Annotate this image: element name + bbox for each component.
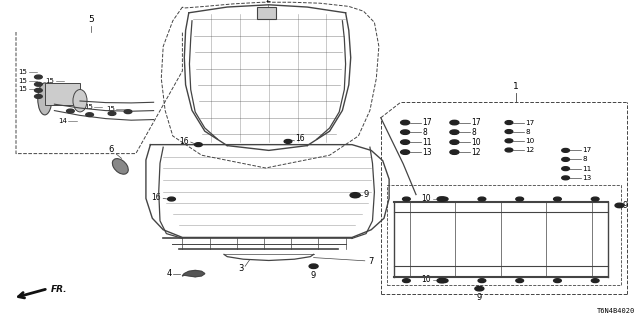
Circle shape <box>67 109 74 113</box>
Text: 13: 13 <box>422 148 432 156</box>
Circle shape <box>450 150 459 154</box>
Circle shape <box>450 130 459 134</box>
Circle shape <box>124 110 132 114</box>
Circle shape <box>437 278 446 283</box>
Circle shape <box>350 193 360 198</box>
Text: 10: 10 <box>472 138 481 147</box>
Circle shape <box>309 264 318 268</box>
Circle shape <box>562 148 570 152</box>
Text: 5: 5 <box>88 15 93 24</box>
Text: 3: 3 <box>238 264 243 273</box>
Circle shape <box>615 203 624 208</box>
Circle shape <box>450 120 459 125</box>
Circle shape <box>478 197 486 201</box>
Text: 1: 1 <box>513 82 519 91</box>
Text: 17: 17 <box>525 120 535 125</box>
Text: 15: 15 <box>19 86 28 92</box>
Text: 17: 17 <box>472 118 481 127</box>
Text: FR.: FR. <box>51 285 68 294</box>
Text: 17: 17 <box>422 118 432 127</box>
Circle shape <box>554 279 561 283</box>
Text: 15: 15 <box>45 78 54 84</box>
Text: 2: 2 <box>265 0 270 4</box>
Text: 10: 10 <box>421 276 431 284</box>
Circle shape <box>591 279 599 283</box>
Text: 12: 12 <box>525 147 535 153</box>
Text: 17: 17 <box>582 148 591 153</box>
Circle shape <box>35 94 42 98</box>
Text: 4: 4 <box>166 269 172 278</box>
Text: 15: 15 <box>19 78 28 84</box>
Bar <box>257 7 276 19</box>
Text: 13: 13 <box>582 175 591 181</box>
Text: 11: 11 <box>582 166 591 172</box>
Circle shape <box>478 279 486 283</box>
Circle shape <box>401 120 410 125</box>
Text: 10: 10 <box>525 138 535 144</box>
Text: 15: 15 <box>84 104 93 110</box>
Text: 10: 10 <box>421 194 431 203</box>
Text: 8: 8 <box>422 128 427 137</box>
Circle shape <box>562 176 570 180</box>
Circle shape <box>450 140 459 144</box>
Text: 9: 9 <box>622 201 627 210</box>
Ellipse shape <box>113 159 128 174</box>
Circle shape <box>562 157 570 161</box>
Text: 7: 7 <box>368 257 373 266</box>
Circle shape <box>440 197 448 201</box>
Circle shape <box>516 197 524 201</box>
Text: 15: 15 <box>45 84 54 90</box>
Text: 11: 11 <box>422 138 432 147</box>
Text: 8: 8 <box>582 156 587 163</box>
Text: 16: 16 <box>296 134 305 143</box>
Circle shape <box>440 279 448 283</box>
Circle shape <box>516 279 524 283</box>
Bar <box>387 185 621 285</box>
Text: 9: 9 <box>477 293 482 302</box>
Text: 16: 16 <box>179 137 189 146</box>
Circle shape <box>86 113 93 116</box>
Circle shape <box>35 88 42 92</box>
Text: 9: 9 <box>364 190 369 199</box>
Circle shape <box>108 112 116 116</box>
Text: 12: 12 <box>472 148 481 156</box>
Circle shape <box>401 140 410 144</box>
Ellipse shape <box>73 90 87 112</box>
Text: 15: 15 <box>106 106 115 112</box>
Circle shape <box>401 130 410 134</box>
Text: 16: 16 <box>152 193 161 202</box>
Circle shape <box>437 197 446 201</box>
Circle shape <box>403 197 410 201</box>
Text: 14: 14 <box>58 118 67 124</box>
Circle shape <box>505 148 513 152</box>
Text: 8: 8 <box>525 129 530 135</box>
Text: T6N4B4020: T6N4B4020 <box>596 308 635 314</box>
Circle shape <box>284 140 292 143</box>
Circle shape <box>562 167 570 171</box>
Circle shape <box>401 150 410 154</box>
Circle shape <box>195 143 202 147</box>
Circle shape <box>505 139 513 143</box>
Circle shape <box>505 130 513 133</box>
Circle shape <box>35 75 42 79</box>
Text: 6: 6 <box>109 145 114 154</box>
Circle shape <box>554 197 561 201</box>
Ellipse shape <box>38 83 52 115</box>
Circle shape <box>505 121 513 124</box>
Text: 9: 9 <box>311 271 316 280</box>
Circle shape <box>168 197 175 201</box>
Bar <box>45 83 80 105</box>
Circle shape <box>403 279 410 283</box>
Text: 8: 8 <box>472 128 476 137</box>
Text: 15: 15 <box>19 69 28 75</box>
Circle shape <box>591 197 599 201</box>
Circle shape <box>35 82 42 86</box>
Circle shape <box>475 286 484 291</box>
Polygon shape <box>182 270 205 277</box>
